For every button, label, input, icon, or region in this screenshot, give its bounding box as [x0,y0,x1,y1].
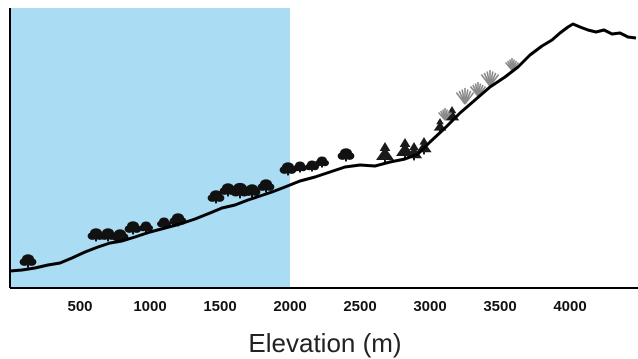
x-tick-label-2500: 2500 [343,298,376,315]
alpine-shrub-icon [455,88,475,105]
x-tick-label-2000: 2000 [273,298,306,315]
deciduous-tree-icon [243,184,261,198]
x-axis-ticks: 500 1000 1500 2000 2500 3000 3500 4000 [67,298,586,315]
deciduous-tree-icon [124,221,142,235]
deciduous-tree-icon [305,160,319,172]
deciduous-tree-icon [139,221,153,233]
alpine-shrub-icon [437,108,453,121]
x-tick-label-500: 500 [67,298,92,315]
alpine-shrub-icon [480,70,500,87]
x-tick-label-3000: 3000 [413,298,446,315]
x-axis-title: Elevation (m) [248,328,401,358]
alpine-shrub-icon [504,58,520,71]
deciduous-tree-icon [207,190,225,204]
x-tick-label-4000: 4000 [553,298,586,315]
x-tick-label-1000: 1000 [133,298,166,315]
conifer-tree-icon [376,142,394,163]
vegetation-silhouettes [19,58,520,268]
x-tick-label-3500: 3500 [483,298,516,315]
alpine-shrub-icon [469,82,487,97]
deciduous-tree-icon [19,254,37,268]
highlight-band [10,8,290,288]
x-tick-label-1500: 1500 [203,298,236,315]
deciduous-tree-icon [230,182,250,199]
deciduous-tree-icon [293,161,307,173]
deciduous-tree-icon [257,179,275,193]
deciduous-tree-icon [99,228,117,242]
deciduous-tree-icon [337,148,355,162]
terrain-profile-line [9,22,637,273]
deciduous-tree-icon [315,156,329,168]
